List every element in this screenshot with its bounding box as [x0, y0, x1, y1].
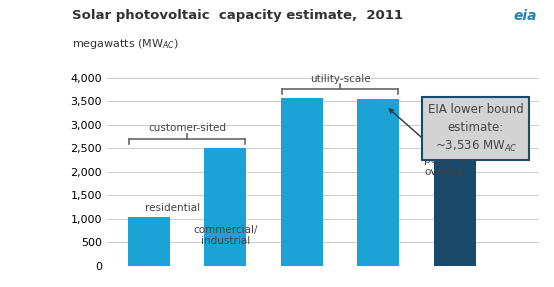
- Bar: [281, 98, 323, 266]
- Bar: [357, 99, 399, 266]
- Text: eia: eia: [514, 9, 537, 23]
- Bar: [434, 100, 476, 266]
- FancyBboxPatch shape: [422, 97, 530, 160]
- Text: customer-sited: customer-sited: [148, 123, 226, 133]
- Text: utility-scale: utility-scale: [310, 73, 371, 84]
- Text: residential: residential: [145, 203, 200, 213]
- Text: commercial/
industrial: commercial/ industrial: [193, 225, 258, 246]
- Text: megawatts (MW$_{AC}$): megawatts (MW$_{AC}$): [72, 37, 179, 51]
- Text: EIA lower bound
estimate:
~3,536 MW$_{AC}$: EIA lower bound estimate: ~3,536 MW$_{AC…: [428, 103, 524, 154]
- Text: remove
potential
overlap: remove potential overlap: [389, 109, 471, 177]
- Text: Solar photovoltaic  capacity estimate,  2011: Solar photovoltaic capacity estimate, 20…: [72, 9, 403, 22]
- Bar: [204, 148, 247, 266]
- Bar: [128, 217, 170, 266]
